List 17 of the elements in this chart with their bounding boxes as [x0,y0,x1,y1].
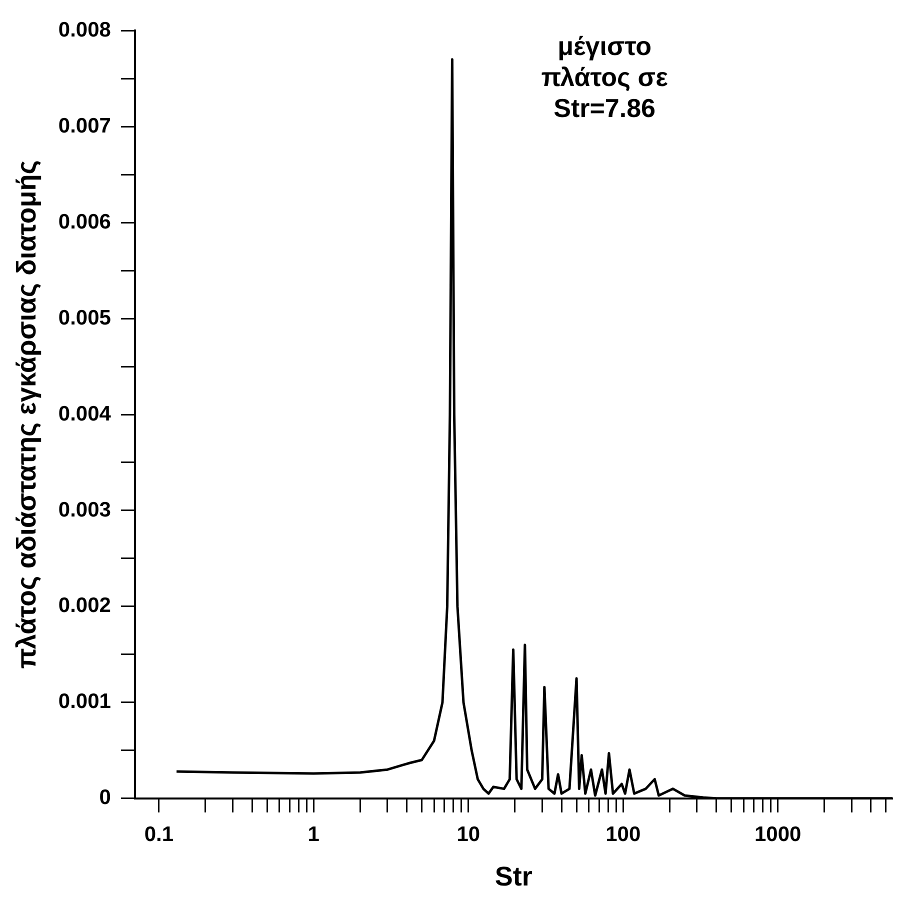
y-tick-label: 0.005 [58,306,112,330]
y-tick-label: 0.004 [58,402,112,426]
x-tick-label: 1 [308,822,320,846]
x-tick-label: 0.1 [144,822,174,846]
y-tick-label: 0.003 [58,498,111,522]
y-tick-label: 0.006 [58,210,111,234]
x-tick-label: 10 [456,822,480,846]
y-tick-label: 0.007 [58,114,111,138]
x-tick-label: 1000 [754,822,802,846]
y-tick-label: 0.002 [58,594,111,618]
annotation: μέγιστο πλάτος σε Str=7.86 [541,30,668,123]
y-tick-label: 0.008 [58,18,112,42]
y-axis-title: πλάτος αδιάστατης εγκάρσιας διατομής [12,160,42,669]
x-tick-label: 100 [606,822,641,846]
y-tick-label: 0 [99,786,111,810]
x-axis-title: Str [494,861,533,892]
y-tick-label: 0.001 [58,690,112,714]
